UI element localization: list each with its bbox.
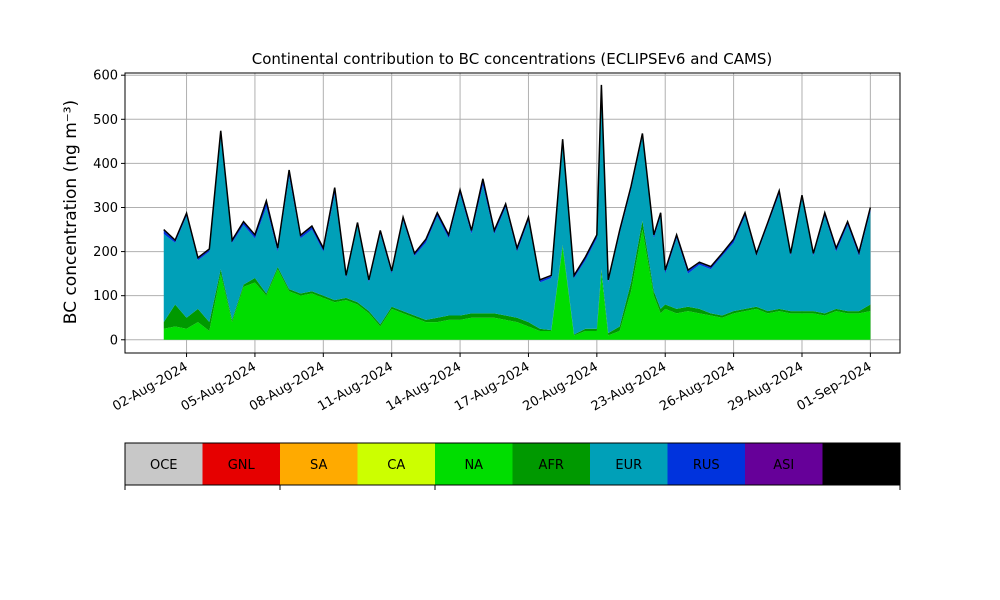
- x-tick-label: 11-Aug-2024: [315, 359, 395, 414]
- area-eur: [163, 88, 871, 335]
- x-tick-label: 17-Aug-2024: [452, 359, 532, 414]
- plot-frame: [124, 72, 901, 354]
- area-na: [163, 229, 871, 340]
- x-tick-label: 14-Aug-2024: [384, 359, 464, 414]
- chart-title: Continental contribution to BC concentra…: [252, 50, 773, 68]
- legend-label: RUS: [693, 458, 720, 473]
- legend-swatch-gnl: [202, 443, 280, 485]
- y-tick-label: 300: [93, 201, 118, 216]
- x-tick-label: 26-Aug-2024: [657, 359, 737, 414]
- x-tick-label: 29-Aug-2024: [726, 359, 806, 414]
- legend-label: AUS: [848, 458, 875, 473]
- x-tick-label: 23-Aug-2024: [589, 359, 669, 414]
- legend-swatch-eur: [590, 443, 668, 485]
- legend-swatch-sa: [280, 443, 358, 485]
- legend-label: NA: [464, 458, 483, 473]
- legend-label: SA: [310, 458, 327, 473]
- legend-swatch-na: [435, 443, 513, 485]
- total-outline: [163, 84, 872, 281]
- x-tick-label: 02-Aug-2024: [110, 359, 190, 414]
- legend-label: AFR: [539, 458, 564, 473]
- x-tick-label: 08-Aug-2024: [247, 359, 327, 414]
- x-tick-label: 01-Sep-2024: [795, 359, 875, 414]
- y-tick-label: 100: [93, 289, 118, 304]
- y-tick-label: 400: [93, 157, 118, 172]
- stacked-areas: [163, 84, 872, 340]
- legend-swatch-ca: [357, 443, 435, 485]
- legend-swatch-asi: [745, 443, 823, 485]
- x-axis: 02-Aug-202405-Aug-202408-Aug-202411-Aug-…: [110, 353, 874, 415]
- y-tick-label: 200: [93, 245, 118, 260]
- y-tick-label: 0: [110, 333, 118, 348]
- x-tick-label: 20-Aug-2024: [520, 359, 600, 414]
- legend-swatch-rus: [667, 443, 745, 485]
- y-axis-label: BC concentration (ng m⁻³): [61, 100, 81, 324]
- legend-label: OCE: [150, 458, 178, 473]
- legend-swatch-oce: [125, 443, 203, 485]
- legend-swatch-afr: [512, 443, 590, 485]
- y-tick-label: 500: [93, 113, 118, 128]
- legend-frame: [124, 442, 901, 486]
- y-tick-label: 600: [93, 69, 118, 84]
- legend-label: GNL: [228, 458, 256, 473]
- y-axis: 0 100 200 300 400 500 600: [93, 69, 125, 348]
- legend-colorbar: OCE GNL SA CA NA AFR EUR RUS ASI AUS: [124, 442, 901, 490]
- x-tick-label: 05-Aug-2024: [179, 359, 259, 414]
- legend-label: EUR: [615, 458, 642, 473]
- legend-label: CA: [387, 458, 405, 473]
- legend-label: ASI: [773, 458, 794, 473]
- legend-swatch-aus: [822, 443, 900, 485]
